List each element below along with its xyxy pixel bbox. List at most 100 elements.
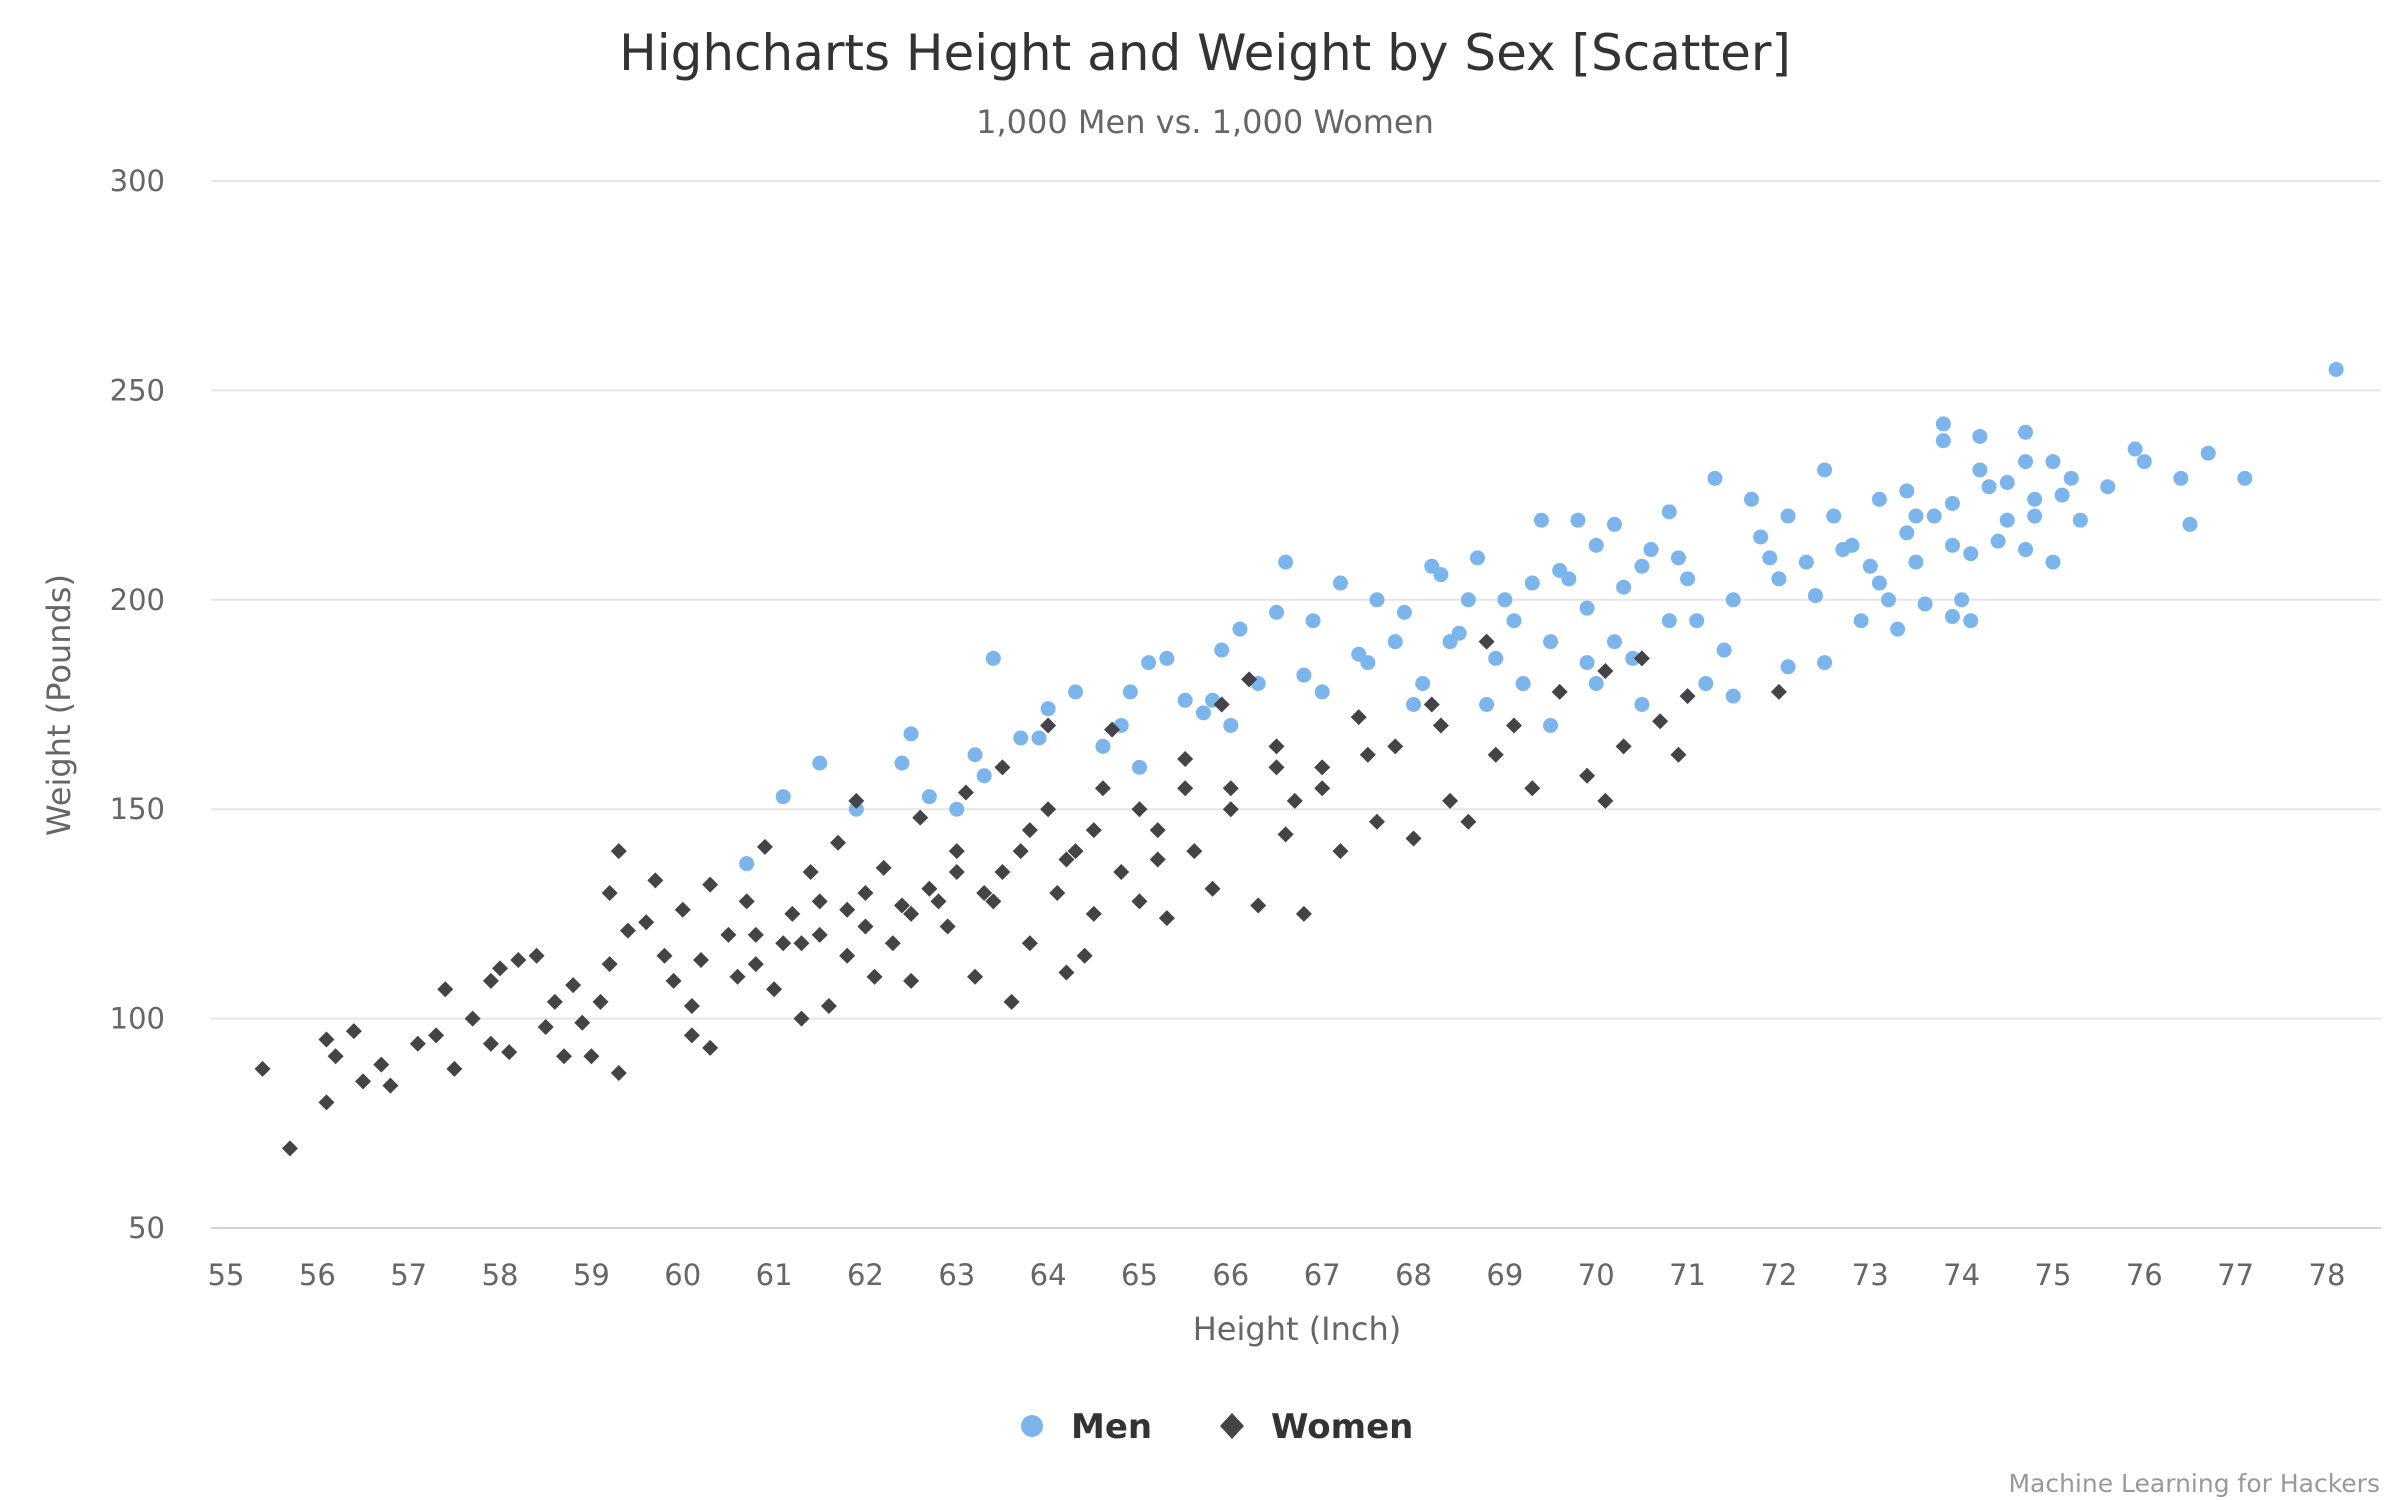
data-point[interactable]	[921, 880, 938, 897]
data-point[interactable]	[1524, 575, 1540, 591]
data-point[interactable]	[1095, 738, 1111, 754]
data-point[interactable]	[976, 884, 993, 901]
data-point[interactable]	[1707, 470, 1723, 486]
data-point[interactable]	[1268, 759, 1285, 776]
data-point[interactable]	[1241, 671, 1258, 688]
data-point[interactable]	[2173, 470, 2189, 486]
data-point[interactable]	[2027, 491, 2043, 507]
data-point[interactable]	[1826, 508, 1842, 524]
data-point[interactable]	[1634, 558, 1650, 574]
data-point[interactable]	[830, 834, 847, 851]
data-point[interactable]	[1633, 650, 1650, 667]
data-point[interactable]	[775, 935, 792, 952]
data-point[interactable]	[1314, 684, 1330, 700]
data-point[interactable]	[501, 1044, 518, 1061]
data-point[interactable]	[1579, 767, 1596, 784]
data-point[interactable]	[1040, 801, 1057, 818]
data-point[interactable]	[1661, 504, 1677, 520]
data-point[interactable]	[756, 838, 773, 855]
credits-link[interactable]: Machine Learning for Hackers	[2008, 1469, 2380, 1498]
data-point[interactable]	[994, 759, 1011, 776]
data-point[interactable]	[1049, 884, 1066, 901]
data-point[interactable]	[1506, 717, 1523, 734]
data-point[interactable]	[985, 893, 1002, 910]
data-point[interactable]	[1296, 667, 1312, 683]
data-point[interactable]	[921, 789, 937, 805]
data-point[interactable]	[1085, 822, 1102, 839]
data-point[interactable]	[1478, 633, 1495, 650]
data-point[interactable]	[464, 1010, 481, 1027]
data-point[interactable]	[1003, 993, 1020, 1010]
data-point[interactable]	[510, 951, 527, 968]
data-point[interactable]	[857, 884, 874, 901]
data-point[interactable]	[1387, 738, 1404, 755]
data-point[interactable]	[546, 993, 563, 1010]
data-point[interactable]	[1460, 592, 1476, 608]
data-point[interactable]	[327, 1048, 344, 1065]
data-point[interactable]	[930, 893, 947, 910]
data-point[interactable]	[1223, 717, 1239, 733]
data-point[interactable]	[957, 784, 974, 801]
data-point[interactable]	[729, 968, 746, 985]
data-point[interactable]	[610, 843, 627, 860]
data-point[interactable]	[1807, 588, 1823, 604]
data-point[interactable]	[702, 876, 719, 893]
legend-item-women[interactable]: Women	[1220, 1407, 1413, 1447]
data-point[interactable]	[903, 726, 919, 742]
data-point[interactable]	[1149, 851, 1166, 868]
data-point[interactable]	[1551, 683, 1568, 700]
data-point[interactable]	[1871, 491, 1887, 507]
data-point[interactable]	[528, 947, 545, 964]
data-point[interactable]	[1141, 655, 1157, 671]
data-point[interactable]	[1533, 512, 1549, 528]
data-point[interactable]	[784, 905, 801, 922]
data-point[interactable]	[793, 1010, 810, 1027]
data-point[interactable]	[1368, 813, 1385, 830]
data-point[interactable]	[1442, 634, 1458, 650]
data-point[interactable]	[720, 926, 737, 943]
data-point[interactable]	[1588, 676, 1604, 692]
data-point[interactable]	[446, 1060, 463, 1077]
data-point[interactable]	[738, 893, 755, 910]
data-point[interactable]	[281, 1140, 298, 1157]
data-point[interactable]	[1040, 717, 1057, 734]
data-point[interactable]	[409, 1035, 426, 1052]
data-point[interactable]	[903, 905, 920, 922]
data-point[interactable]	[1177, 780, 1194, 797]
data-point[interactable]	[1432, 717, 1449, 734]
data-point[interactable]	[1250, 897, 1267, 914]
data-point[interactable]	[1899, 483, 1915, 499]
data-point[interactable]	[1616, 579, 1632, 595]
data-point[interactable]	[1131, 759, 1147, 775]
data-point[interactable]	[811, 926, 828, 943]
data-point[interactable]	[583, 1048, 600, 1065]
data-point[interactable]	[1597, 792, 1614, 809]
data-point[interactable]	[1579, 600, 1595, 616]
data-point[interactable]	[683, 1027, 700, 1044]
data-point[interactable]	[1652, 713, 1669, 730]
data-point[interactable]	[893, 897, 910, 914]
data-point[interactable]	[967, 968, 984, 985]
data-point[interactable]	[848, 792, 865, 809]
data-point[interactable]	[1954, 592, 1970, 608]
data-point[interactable]	[1780, 659, 1796, 675]
data-point[interactable]	[702, 1039, 719, 1056]
data-point[interactable]	[1972, 428, 1988, 444]
data-point[interactable]	[1295, 905, 1312, 922]
data-point[interactable]	[1716, 642, 1732, 658]
data-point[interactable]	[1360, 655, 1376, 671]
data-point[interactable]	[1981, 479, 1997, 495]
data-point[interactable]	[683, 998, 700, 1015]
data-point[interactable]	[839, 947, 856, 964]
data-point[interactable]	[1159, 650, 1175, 666]
data-point[interactable]	[2045, 454, 2061, 470]
data-point[interactable]	[1853, 613, 1869, 629]
data-point[interactable]	[601, 956, 618, 973]
data-point[interactable]	[2045, 554, 2061, 570]
data-point[interactable]	[1177, 750, 1194, 767]
data-point[interactable]	[1597, 662, 1614, 679]
data-point[interactable]	[2100, 479, 2116, 495]
data-point[interactable]	[1314, 780, 1331, 797]
data-point[interactable]	[1415, 676, 1431, 692]
data-point[interactable]	[1058, 964, 1075, 981]
